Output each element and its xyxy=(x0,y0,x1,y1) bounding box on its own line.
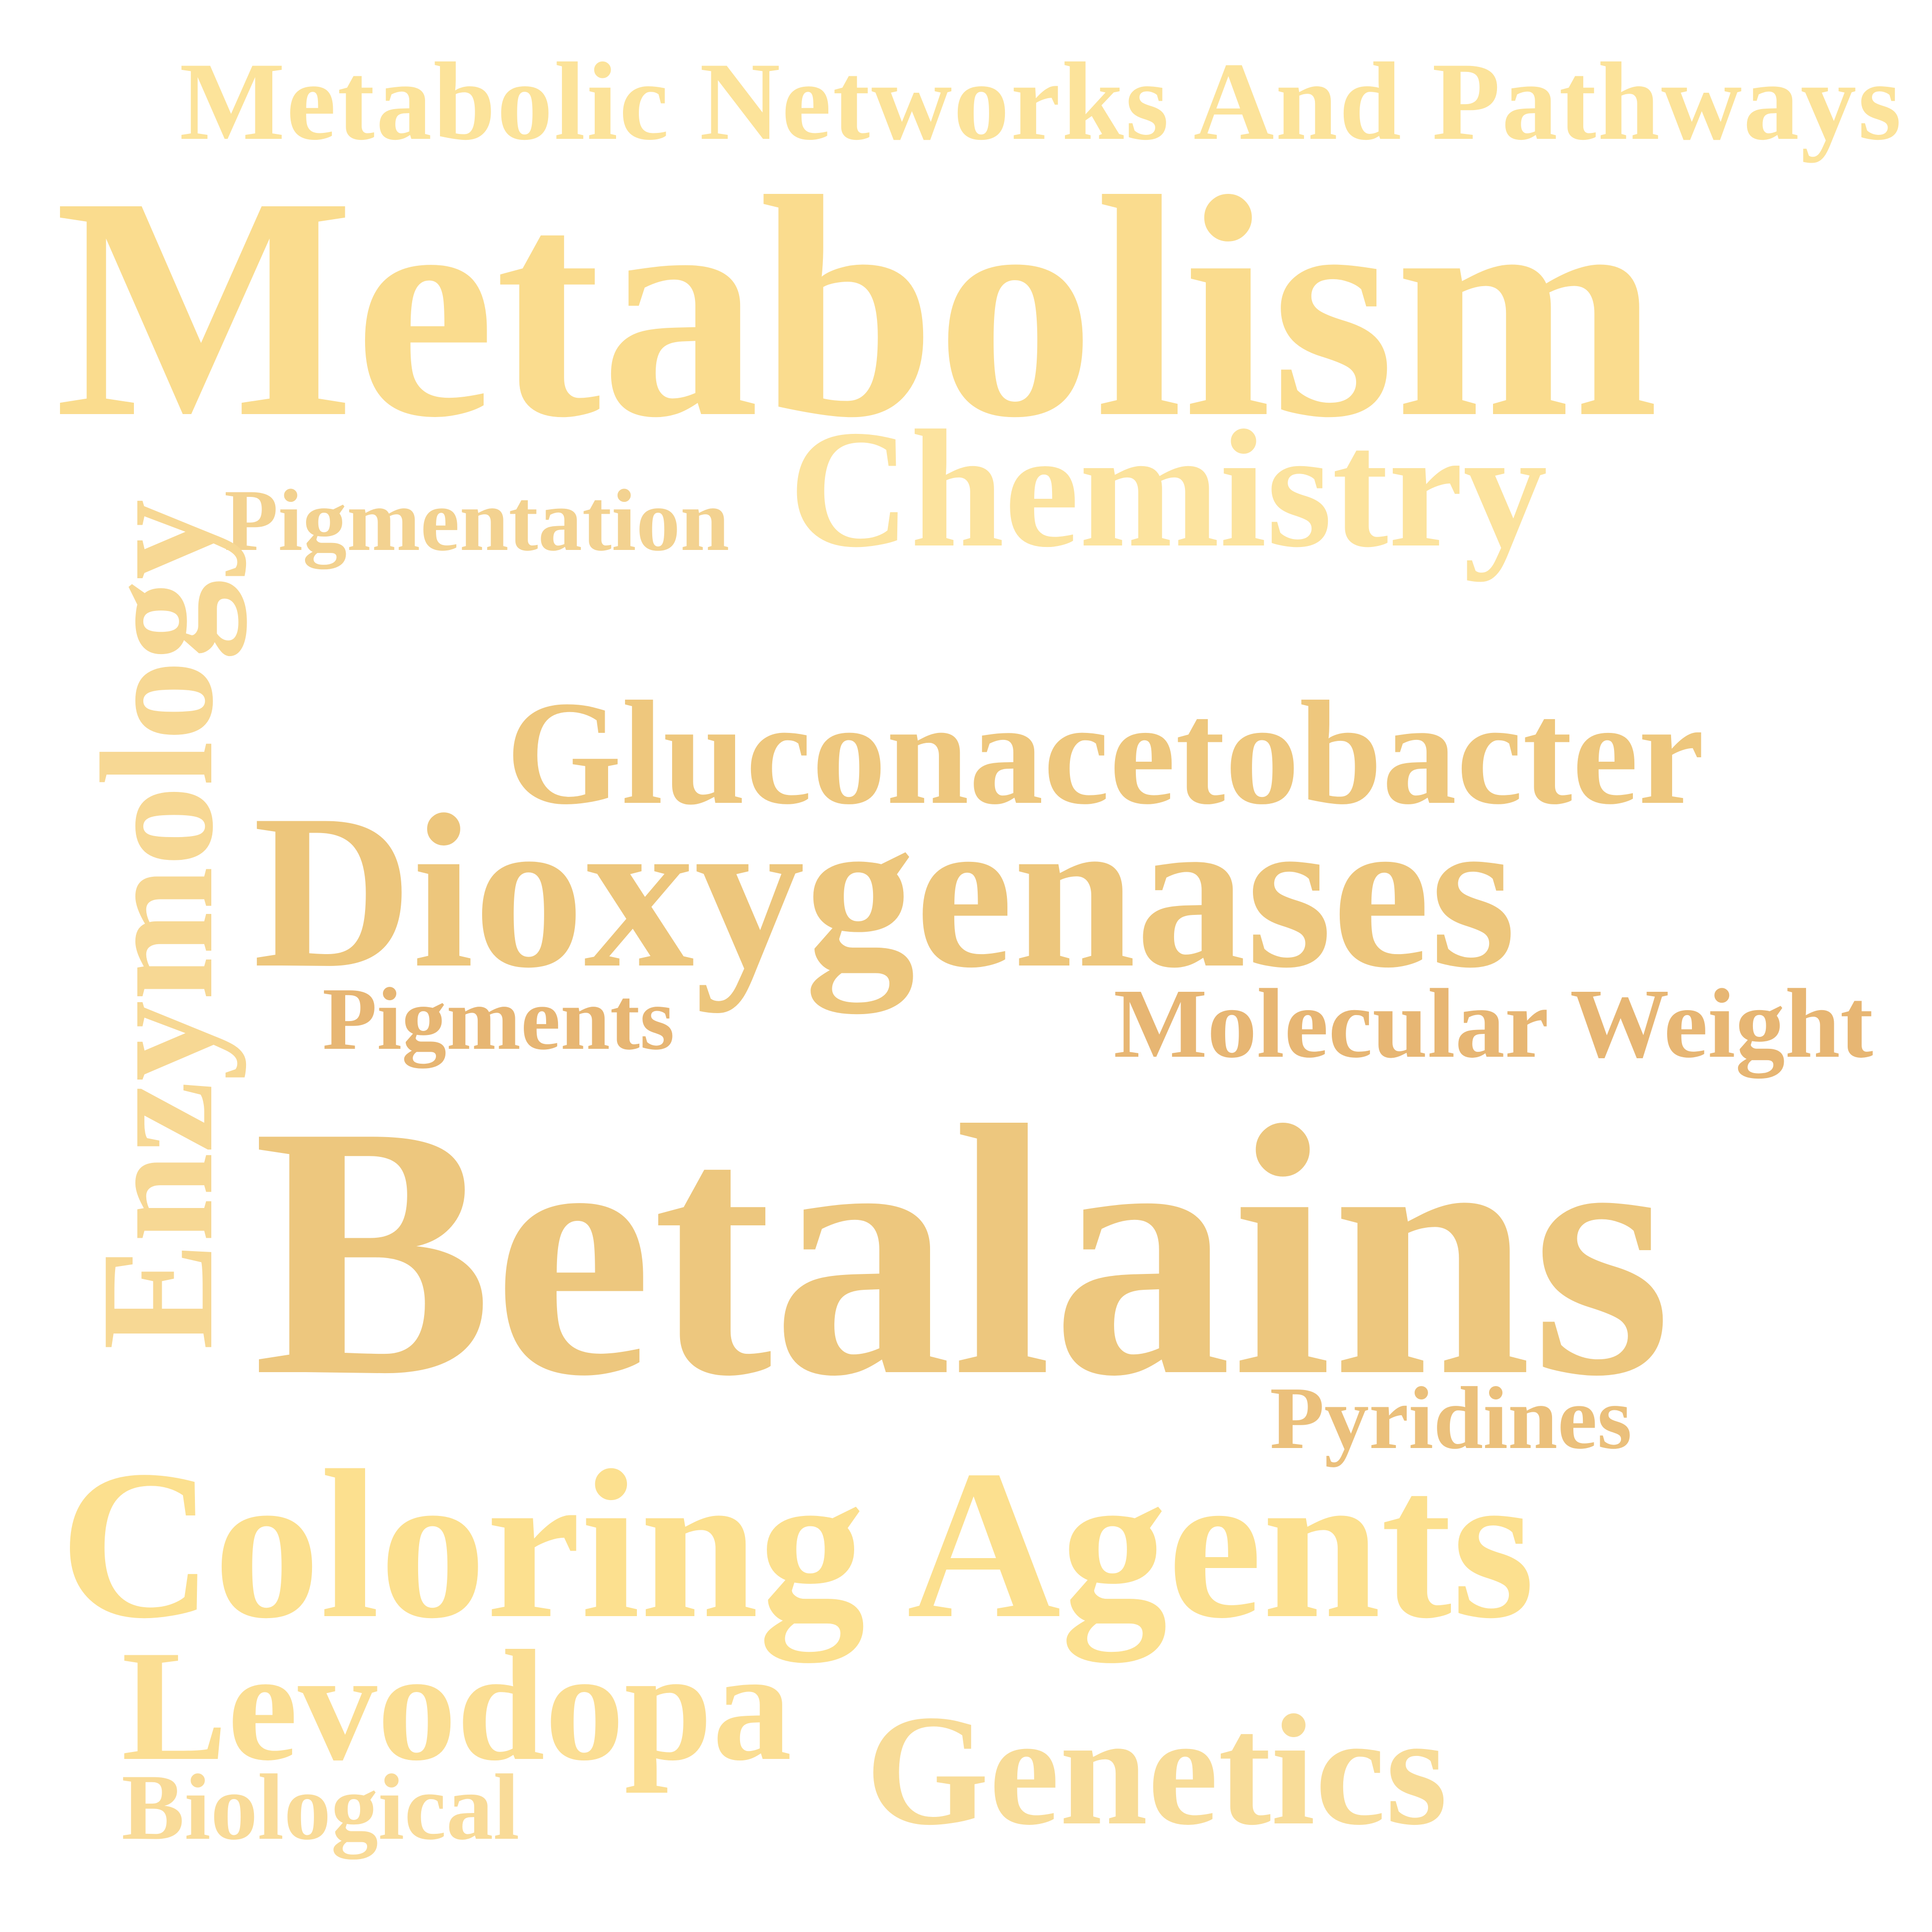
word-molecular-weight: Molecular Weight xyxy=(1114,969,1873,1079)
word-chemistry: Chemistry xyxy=(789,395,1548,582)
word-pigmentation: Pigmentation xyxy=(224,471,730,569)
word-pyridines: Pyridines xyxy=(1270,1369,1632,1467)
word-gluconacetobacter: Gluconacetobacter xyxy=(506,670,1704,835)
word-metabolism: Metabolism xyxy=(55,132,1659,483)
word-dioxygenases: Dioxygenases xyxy=(253,769,1516,1014)
word-pigments: Pigments xyxy=(322,969,675,1068)
word-biological: Biological xyxy=(122,1755,520,1860)
word-enzymology: Enzymology xyxy=(68,499,247,1350)
word-genetics: Genetics xyxy=(866,1683,1447,1858)
word-betalains: Betalains xyxy=(253,1052,1672,1450)
word-coloring-agents: Coloring Agents xyxy=(60,1427,1535,1663)
word-metabolic-networks-and-pathways: Metabolic Networks And Pathways xyxy=(180,39,1903,163)
word-levodopa: Levodopa xyxy=(122,1618,792,1794)
